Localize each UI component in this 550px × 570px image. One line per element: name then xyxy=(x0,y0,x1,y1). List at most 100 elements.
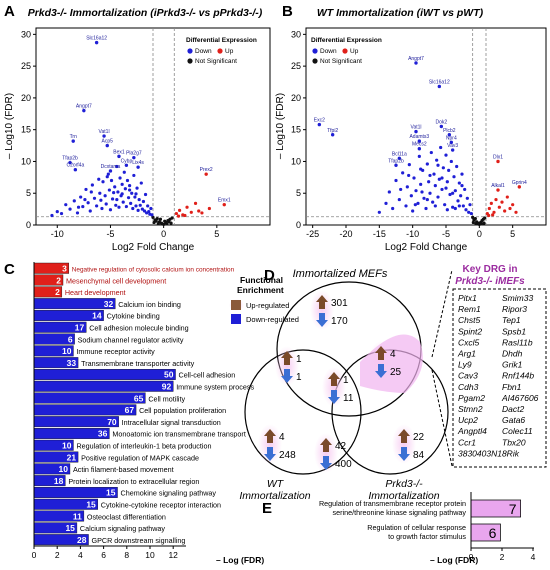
point-label: Adamts3 xyxy=(409,134,429,140)
enrichment-bar-label: Positive regulation of MAPK cascade xyxy=(81,453,199,462)
enrichment-bar-count: 33 xyxy=(67,358,77,368)
point-down xyxy=(457,204,461,208)
point-down xyxy=(84,187,88,192)
point-down xyxy=(428,173,432,178)
point-label: Dlx1 xyxy=(493,154,503,160)
point-down xyxy=(394,178,398,183)
point-down xyxy=(459,194,463,198)
point-down xyxy=(115,164,119,169)
venn-down-count: 1 xyxy=(296,372,302,383)
point-down xyxy=(121,200,125,204)
point-label: Tfpi2 xyxy=(327,128,338,134)
point-down xyxy=(103,194,107,198)
point-down xyxy=(128,188,132,192)
enrichment-bar-count: 17 xyxy=(75,323,85,333)
point-down xyxy=(99,198,103,202)
point-down xyxy=(112,190,116,195)
point-up xyxy=(185,205,189,209)
enrichment-bar xyxy=(33,392,146,404)
point-down xyxy=(118,176,122,180)
enrichment-bar-label: GPCR downstream signalling xyxy=(92,536,186,545)
legend-dot-down xyxy=(312,48,318,54)
point-down xyxy=(443,203,447,207)
point-down xyxy=(95,204,99,208)
enrichment-bar-label: Cell adhesion molecule binding xyxy=(89,324,189,333)
panel-c: C 3 Negative regulation of cytosolic calc… xyxy=(4,261,299,565)
point-labeled xyxy=(102,134,106,138)
enrichment-bar-count: 50 xyxy=(164,370,174,380)
key-gene: Ripor3 xyxy=(502,304,527,314)
point-down xyxy=(463,187,467,192)
enrichment-bar-count: 10 xyxy=(62,441,72,451)
y-tick-label: 0 xyxy=(296,220,301,230)
venn-up-count: 22 xyxy=(413,432,425,443)
point-labeled xyxy=(117,154,121,159)
point-labeled xyxy=(414,61,418,65)
point-not-significant xyxy=(482,221,486,225)
point-down xyxy=(83,197,87,202)
point-down xyxy=(424,206,428,211)
key-gene: Gata6 xyxy=(502,415,525,425)
venn-down-count: 25 xyxy=(390,367,402,378)
point-down xyxy=(455,164,459,169)
legend-dot-ns xyxy=(312,58,318,64)
enrichment-bar-count: 28 xyxy=(77,535,87,545)
enrichment-bar-label: Heart development xyxy=(65,288,126,297)
enrichment-bar-count: 67 xyxy=(125,405,135,415)
key-gene: Chst5 xyxy=(458,315,480,325)
venn-down-count: 248 xyxy=(279,450,296,461)
enrichment-bar-label: Monoatomic ion transmembrane transport xyxy=(112,430,245,439)
point-down xyxy=(465,196,469,200)
enrichment-bar-count: 32 xyxy=(104,299,114,309)
point-not-significant xyxy=(154,219,158,223)
point-label: Alkal1 xyxy=(491,183,505,189)
panel-c-xlabel: – Log (FDR) xyxy=(216,555,264,565)
point-down xyxy=(97,177,101,181)
point-down xyxy=(92,196,97,200)
legend-dot-up xyxy=(217,48,223,54)
point-down xyxy=(134,204,138,208)
up-arrow-icon xyxy=(264,429,276,443)
point-label: Pla2g7 xyxy=(126,151,142,157)
point-labeled xyxy=(317,122,322,127)
point-label: Tfap2b xyxy=(388,158,404,164)
point-not-significant xyxy=(167,220,171,224)
enrichment-bar-label: Regulation of transmembrane receptor pro… xyxy=(319,499,466,508)
point-down xyxy=(412,176,416,180)
point-down xyxy=(433,184,437,188)
point-down xyxy=(447,168,451,172)
point-down xyxy=(134,192,138,196)
key-drg-box xyxy=(452,288,547,468)
point-up xyxy=(491,213,495,217)
point-label: Dok2 xyxy=(435,120,447,126)
point-labeled xyxy=(68,161,72,165)
point-down xyxy=(445,180,449,184)
point-labeled xyxy=(124,163,129,167)
key-gene: Ccr1 xyxy=(458,437,476,447)
point-down xyxy=(128,184,132,188)
point-down xyxy=(422,196,426,200)
enrichment-bar-count: 92 xyxy=(162,382,172,392)
key-gene: Smim33 xyxy=(502,293,533,303)
legend-label-downregulated: Down-regulated xyxy=(246,315,299,324)
enrichment-bar-label: to growth factor stimulus xyxy=(388,532,466,541)
legend-label-up: Up xyxy=(225,48,234,55)
point-down xyxy=(407,173,411,178)
panel-c-legend-title-1: Functional xyxy=(240,275,283,285)
y-tick-label: 20 xyxy=(21,93,31,103)
point-labeled xyxy=(517,185,522,189)
point-up xyxy=(503,209,507,213)
point-down xyxy=(439,145,443,150)
point-down xyxy=(453,189,457,193)
key-gene: Ucp2 xyxy=(458,415,478,425)
point-labeled xyxy=(105,143,109,148)
key-gene: Dhdh xyxy=(502,349,523,359)
point-down xyxy=(129,201,133,205)
point-down xyxy=(433,204,437,208)
venn-up-count: 4 xyxy=(279,432,285,443)
point-labeled xyxy=(222,202,226,207)
up-arrow-icon xyxy=(375,346,387,360)
callout-line-2 xyxy=(431,369,453,467)
point-labeled xyxy=(496,188,500,192)
